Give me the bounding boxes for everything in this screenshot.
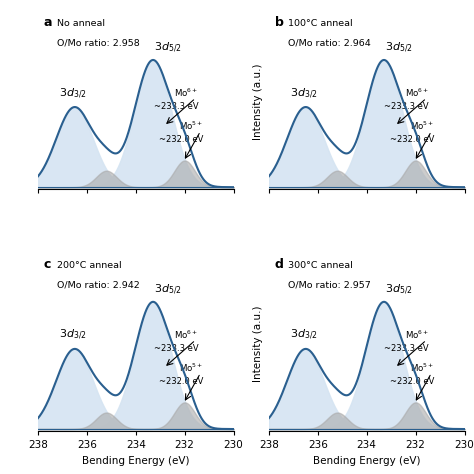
Text: c: c — [44, 258, 51, 271]
X-axis label: Bending Energy (eV): Bending Energy (eV) — [313, 456, 420, 466]
Text: Mo$^{5+}$: Mo$^{5+}$ — [410, 120, 434, 132]
Y-axis label: Intensity (a.u.): Intensity (a.u.) — [253, 305, 263, 382]
Text: ~233.3 eV: ~233.3 eV — [154, 102, 198, 111]
Text: $3d_{3/2}$: $3d_{3/2}$ — [59, 328, 87, 342]
Text: $3d_{5/2}$: $3d_{5/2}$ — [154, 283, 182, 297]
Text: ~233.3 eV: ~233.3 eV — [384, 102, 429, 111]
Text: O/Mo ratio: 2.942: O/Mo ratio: 2.942 — [57, 281, 140, 290]
Text: Mo$^{6+}$: Mo$^{6+}$ — [174, 87, 198, 99]
Text: $3d_{3/2}$: $3d_{3/2}$ — [290, 328, 318, 342]
Text: 300°C anneal: 300°C anneal — [288, 261, 353, 270]
Text: $3d_{5/2}$: $3d_{5/2}$ — [385, 41, 413, 55]
Text: b: b — [275, 16, 283, 29]
Text: ~233.3 eV: ~233.3 eV — [384, 344, 429, 353]
Text: $3d_{3/2}$: $3d_{3/2}$ — [290, 86, 318, 100]
Text: Mo$^{6+}$: Mo$^{6+}$ — [405, 328, 429, 341]
Text: O/Mo ratio: 2.957: O/Mo ratio: 2.957 — [288, 281, 371, 290]
Text: ~233.3 eV: ~233.3 eV — [154, 344, 198, 353]
Text: d: d — [275, 258, 283, 271]
Text: ~232.0 eV: ~232.0 eV — [159, 377, 203, 386]
Text: $3d_{3/2}$: $3d_{3/2}$ — [59, 86, 87, 100]
Text: Mo$^{5+}$: Mo$^{5+}$ — [179, 362, 203, 374]
Text: Mo$^{5+}$: Mo$^{5+}$ — [410, 362, 434, 374]
X-axis label: Bending Energy (eV): Bending Energy (eV) — [82, 456, 190, 466]
Text: Mo$^{6+}$: Mo$^{6+}$ — [405, 87, 429, 99]
Text: 100°C anneal: 100°C anneal — [288, 19, 353, 28]
Text: O/Mo ratio: 2.958: O/Mo ratio: 2.958 — [57, 39, 140, 48]
Text: $3d_{5/2}$: $3d_{5/2}$ — [385, 283, 413, 297]
Text: No anneal: No anneal — [57, 19, 106, 28]
Text: ~232.0 eV: ~232.0 eV — [159, 136, 203, 145]
Text: 200°C anneal: 200°C anneal — [57, 261, 122, 270]
Text: ~232.0 eV: ~232.0 eV — [390, 136, 434, 145]
Text: Mo$^{5+}$: Mo$^{5+}$ — [179, 120, 203, 132]
Text: O/Mo ratio: 2.964: O/Mo ratio: 2.964 — [288, 39, 371, 48]
Y-axis label: Intensity (a.u.): Intensity (a.u.) — [253, 64, 263, 140]
Text: $3d_{5/2}$: $3d_{5/2}$ — [154, 41, 182, 55]
Text: a: a — [44, 16, 52, 29]
Text: Mo$^{6+}$: Mo$^{6+}$ — [174, 328, 198, 341]
Text: ~232.0 eV: ~232.0 eV — [390, 377, 434, 386]
